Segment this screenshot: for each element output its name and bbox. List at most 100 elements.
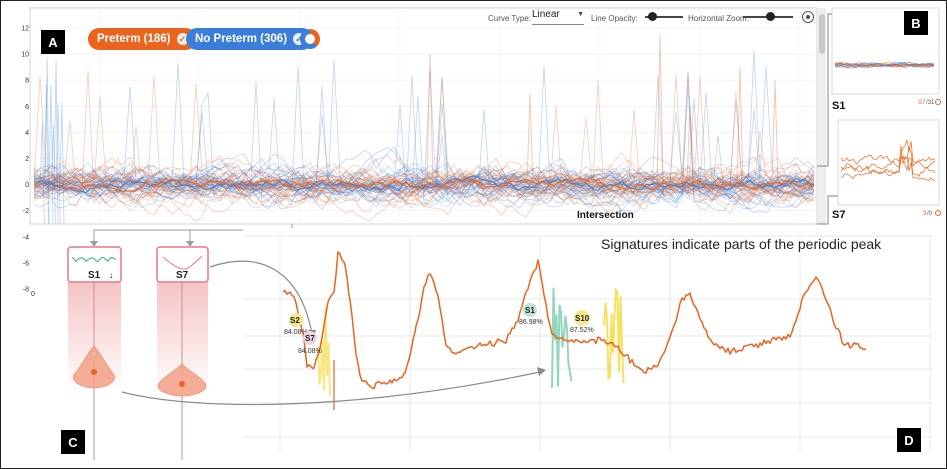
s7-violin-median (179, 381, 185, 387)
main-series-line (33, 175, 815, 194)
main-series-line (33, 71, 815, 216)
s1-card-to-detail-arrow (121, 371, 541, 406)
main-series-line (33, 158, 815, 205)
main-series-line (33, 66, 815, 203)
horizontal-zoom-label: Horizontal Zoom: (688, 14, 749, 23)
s7-signature-card[interactable] (156, 246, 209, 283)
check-circle-icon: ✓ (176, 33, 189, 45)
preterm-chip-label: Preterm (186) (97, 33, 171, 45)
intersection-label: Intersection (577, 210, 634, 221)
s7-card-to-detail-arrow (209, 260, 313, 335)
s1-signature-card[interactable] (67, 246, 122, 283)
detail-gridlines (243, 235, 933, 453)
s7-marker (303, 331, 317, 345)
main-series-line (33, 170, 815, 194)
s1-panel-line (834, 61, 935, 69)
s7-panel-line (840, 155, 936, 177)
panel-c-badge: C (61, 430, 85, 454)
line-opacity-slider-thumb[interactable] (648, 12, 658, 21)
main-series-line (656, 34, 664, 185)
main-series-line (33, 96, 815, 207)
donut-toggle-icon[interactable] (300, 29, 320, 49)
main-series-line (33, 157, 815, 208)
s1-panel-line (834, 62, 935, 68)
main-series-line (33, 170, 815, 196)
main-y-tick: -8 (23, 287, 29, 294)
s1-violin-median (91, 369, 97, 375)
main-series-line (33, 108, 815, 206)
main-y-tick: 8 (25, 78, 29, 85)
connector-arrowhead-s1 (90, 241, 98, 247)
main-series-line (33, 163, 815, 199)
chevron-down-icon: ▼ (577, 11, 584, 18)
s7-panel-toggle-icon[interactable] (935, 210, 941, 216)
s7-panel-footer-a: 3 (923, 211, 927, 217)
main-series-line (771, 80, 779, 185)
main-series-line (33, 50, 815, 195)
s10-label: S10 (575, 314, 590, 323)
s7-panel-line (840, 155, 936, 182)
s2-pct: 84.08% (284, 329, 308, 336)
s1-card-label: S1 (88, 270, 101, 281)
main-series-line (426, 54, 434, 185)
s7-signature-sparkline (162, 255, 203, 270)
main-series-lines (33, 34, 815, 224)
main-series-line (33, 91, 815, 205)
s7-panel-footer-b: /0 (927, 211, 933, 217)
main-series-line (33, 81, 815, 204)
main-y-tick: 0 (25, 182, 29, 189)
main-x-tick-labels: 0 (31, 291, 35, 298)
s7-panel-line (840, 139, 936, 165)
s1-signature-sparkline (71, 256, 117, 263)
main-series-line (33, 85, 815, 212)
main-series-line (686, 106, 694, 185)
s1-violin-shape (73, 345, 115, 389)
main-series-line (53, 60, 59, 224)
s1-panel-lines (834, 61, 935, 69)
main-y-tick: 10 (21, 52, 29, 59)
main-series-line (33, 85, 815, 198)
s1-panel-footer-a: S7 (918, 100, 926, 106)
main-y-tick: -2 (23, 208, 29, 215)
curve-type-select[interactable]: Linear ▼ (532, 9, 584, 25)
panel-b-badge: B (904, 11, 928, 35)
main-series-line (33, 173, 815, 199)
main-series-line (33, 169, 815, 204)
main-series-line (48, 84, 54, 224)
s1-panel-footer-b: /31 (926, 100, 935, 106)
main-y-tick: 4 (25, 130, 29, 137)
main-x-tick: 0 (31, 291, 35, 298)
horizontal-zoom-slider-thumb[interactable] (766, 12, 775, 21)
detail-series-line (282, 251, 867, 390)
no-preterm-chip[interactable]: No Preterm (306) ✓ (186, 28, 314, 50)
curve-type-value: Linear (532, 9, 560, 20)
main-scrollbar-thumb[interactable] (819, 14, 825, 54)
panel-a-badge: A (41, 30, 65, 54)
main-series-line (51, 124, 56, 224)
s1-panel-toggle-icon[interactable] (935, 99, 941, 105)
main-y-tick: 12 (21, 26, 29, 33)
connector-to-s1-card (93, 224, 293, 244)
main-series-line (55, 103, 61, 224)
main-scrollbar-track[interactable] (818, 8, 826, 224)
main-series-line (33, 97, 815, 200)
connector-arrowhead-s7 (186, 241, 194, 247)
s1-pct: 86.98% (519, 319, 543, 326)
s7-violin-shape (157, 363, 207, 397)
main-series-line (33, 158, 815, 204)
main-series-line (33, 155, 815, 209)
main-series-line (526, 93, 534, 185)
no-preterm-chip-label: No Preterm (306) (195, 33, 288, 45)
s1-violin-outlier (90, 350, 98, 358)
main-series-line (33, 75, 815, 222)
main-series-line (33, 177, 815, 193)
main-series-line (33, 146, 815, 209)
preterm-chip[interactable]: Preterm (186) ✓ (88, 28, 197, 50)
s1-panel-label: S1 (832, 100, 845, 112)
line-opacity-slider-track[interactable] (645, 16, 683, 18)
connector-to-s7 (817, 195, 838, 225)
main-y-tick: 2 (25, 156, 29, 163)
sort-arrow-down-icon[interactable]: ↓ (109, 270, 114, 280)
crosshair-icon[interactable] (802, 11, 814, 23)
panel-d-badge: D (897, 428, 921, 452)
